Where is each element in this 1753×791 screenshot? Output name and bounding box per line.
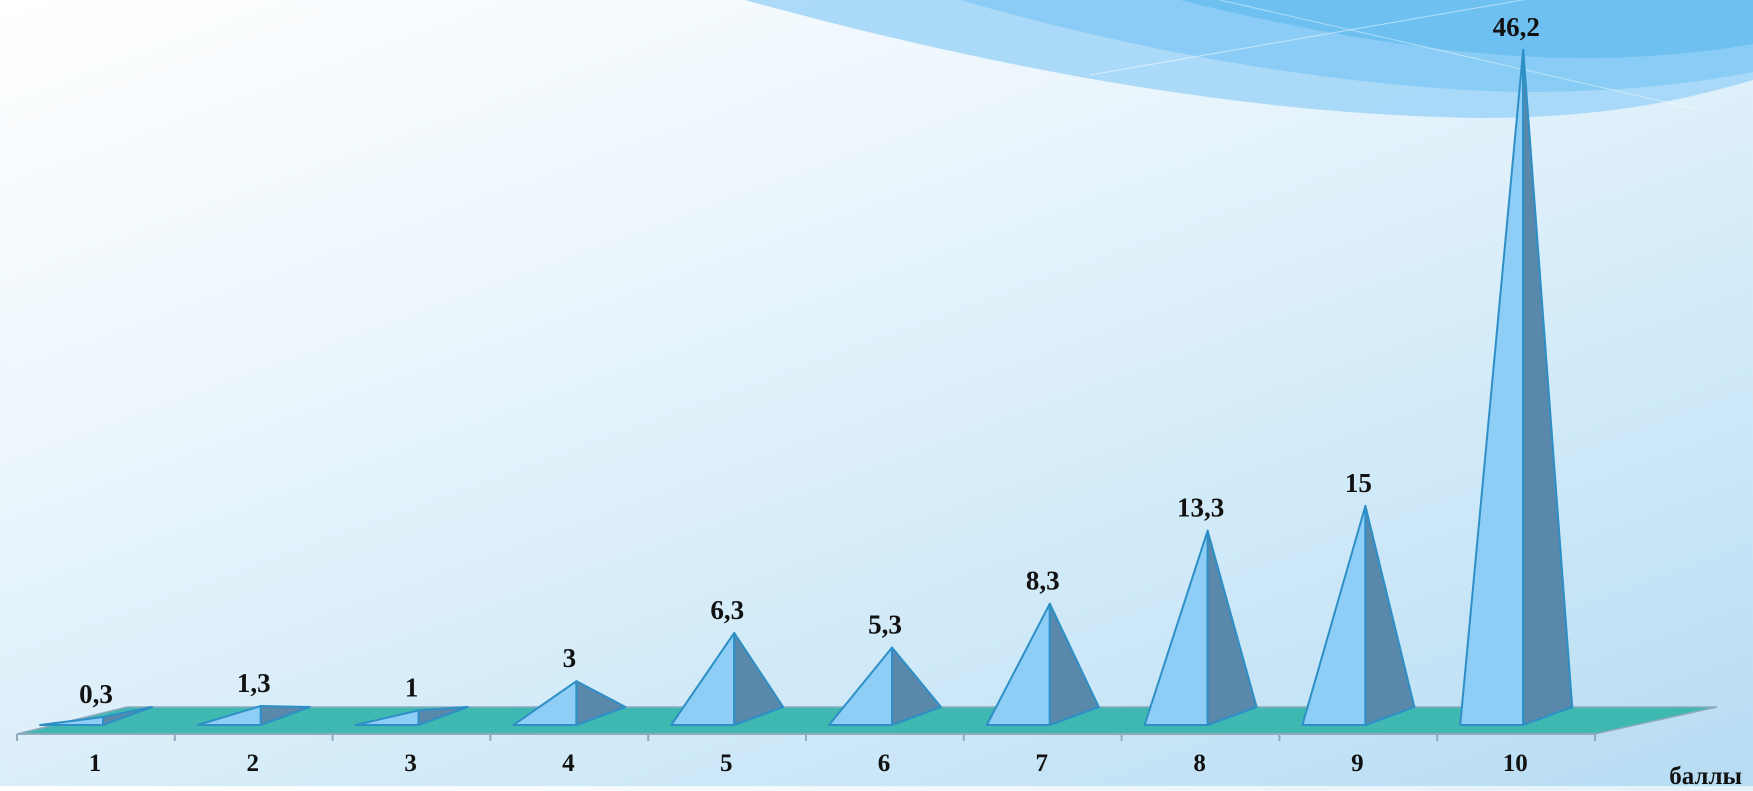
pyramid-bar-1 — [39, 706, 153, 726]
pyramid-bar-9 — [1301, 504, 1416, 726]
data-label: 15 — [1345, 468, 1372, 498]
x-tick-label: 9 — [1351, 750, 1364, 777]
x-tick-label: 8 — [1193, 750, 1206, 777]
data-label: 46,2 — [1493, 12, 1540, 42]
x-tick-label: 2 — [247, 750, 260, 777]
pyramid-bar-6 — [828, 646, 942, 726]
pyramid-side-face — [102, 706, 153, 726]
pyramid-bar-5 — [670, 631, 785, 726]
x-axis-title: баллы — [1669, 763, 1742, 786]
bars — [39, 49, 1574, 726]
x-tick-label: 5 — [720, 750, 733, 777]
pyramid-bar-4 — [512, 680, 627, 726]
data-label: 5,3 — [868, 610, 902, 640]
pyramid-side-face — [575, 680, 627, 726]
x-tick-label: 6 — [878, 750, 891, 777]
pyramid-side-face — [733, 631, 785, 726]
data-label: 6,3 — [710, 595, 744, 625]
x-tick-label: 3 — [404, 750, 417, 777]
pyramid-front-face — [1143, 529, 1209, 726]
pyramid-side-face — [891, 646, 942, 726]
pyramid-bar-7 — [985, 602, 1100, 726]
data-label: 13,3 — [1177, 493, 1224, 523]
pyramid-front-face — [670, 631, 736, 726]
pyramid-bar-3 — [354, 706, 469, 726]
pyramid-side-face — [1206, 529, 1258, 726]
pyramid-side-face — [259, 705, 311, 726]
pyramid-bar-10 — [1459, 49, 1574, 726]
decorative-wave — [745, 0, 1753, 118]
data-label: 8,3 — [1026, 566, 1060, 596]
pyramid-front-face — [985, 602, 1051, 726]
pyramid-side-face — [1048, 602, 1100, 726]
pyramid-side-face — [417, 706, 469, 726]
x-axis: 1 2 3 4 5 6 7 8 9 10 — [16, 733, 1596, 777]
x-tick-label: 1 — [89, 750, 102, 777]
x-tick-label: 4 — [562, 750, 575, 777]
pyramid-side-face — [1522, 49, 1574, 726]
pyramid-front-face — [828, 646, 893, 726]
data-label: 1,3 — [237, 668, 271, 698]
x-tick-label: 10 — [1503, 750, 1528, 777]
pyramid-front-face — [39, 716, 104, 726]
data-labels: 0,3 1,3 1 3 6,3 5,3 8,3 13,3 15 46,2 — [79, 12, 1540, 709]
data-label: 0,3 — [79, 679, 113, 709]
pyramid-bar-8 — [1143, 529, 1258, 726]
pyramid-front-face — [512, 680, 578, 726]
data-label: 1 — [405, 672, 419, 702]
pyramid-side-face — [1364, 504, 1416, 726]
pyramid-bar-2 — [196, 705, 311, 726]
x-tick-label: 7 — [1036, 750, 1049, 777]
pyramid-front-face — [1301, 504, 1367, 726]
pyramid-front-face — [1459, 49, 1525, 726]
data-label: 3 — [563, 643, 577, 673]
